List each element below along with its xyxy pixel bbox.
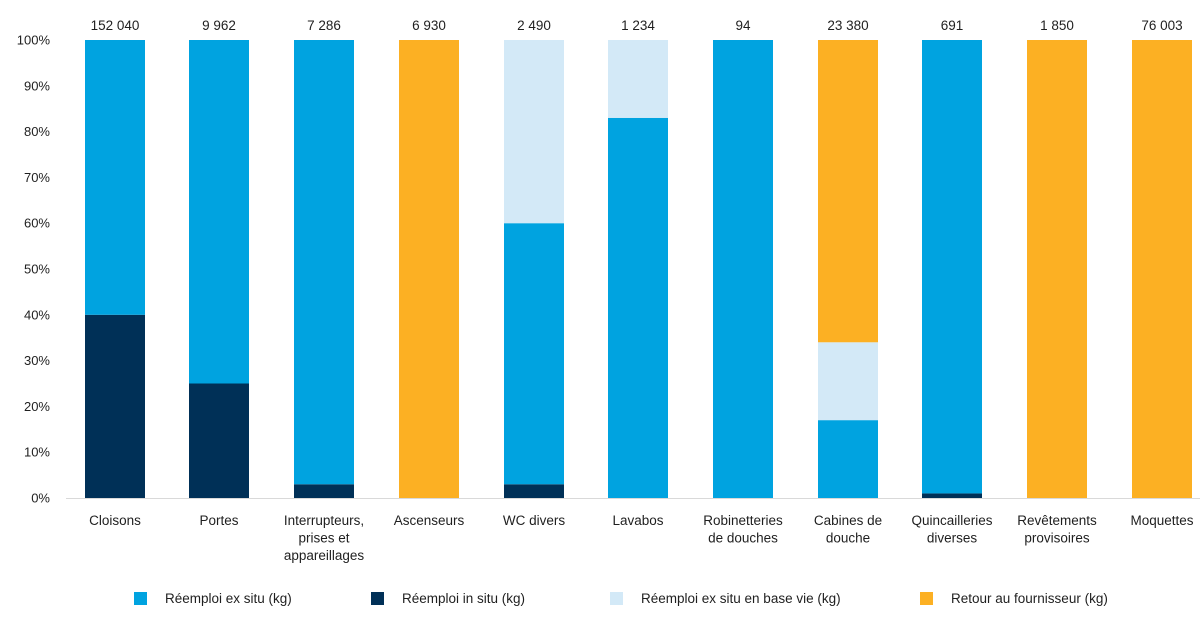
y-tick-label: 40% [24,307,50,322]
y-tick-label: 100% [17,33,51,48]
x-category-label: Moquettes [1130,513,1193,528]
bar-segment [294,40,354,485]
bar-segment [608,40,668,118]
bar-segment [818,342,878,421]
bar-total-label: 6 930 [412,18,446,33]
bar-total-label: 76 003 [1141,18,1182,33]
bar-segment [294,484,354,498]
bar-total-label: 9 962 [202,18,236,33]
x-category-label: Cloisons [89,513,141,528]
legend-swatch [920,592,933,605]
x-category-label: Robinetteries de douches [703,513,783,546]
bars-group [85,40,1192,499]
legend-label: Retour au fournisseur (kg) [951,591,1108,606]
y-tick-label: 0% [31,491,50,506]
bar-total-label: 691 [941,18,964,33]
x-category-label: Revêtements provisoires [1017,513,1097,546]
bar-segment [922,40,982,494]
bar-segment [399,40,459,498]
x-category-label: Portes [199,513,238,528]
legend: Réemploi ex situ (kg) Réemploi in situ (k… [134,591,1108,606]
bar-total-label: 1 234 [621,18,655,33]
bar-segment [922,493,982,498]
bar-segment [818,40,878,343]
category-labels-group: Cloisons Portes Interrupteurs, prises et app… [89,513,1194,563]
legend-swatch [371,592,384,605]
bar-segment [1132,40,1192,498]
bar-segment [504,40,564,224]
bar-segment [189,383,249,498]
y-tick-label: 50% [24,262,50,277]
legend-label: Réemploi in situ (kg) [402,591,525,606]
bar-total-label: 152 040 [91,18,140,33]
y-tick-label: 80% [24,124,50,139]
x-category-label: Interrupteurs, prises et appareillages [284,513,365,563]
bar-segment [818,420,878,498]
y-tick-label: 10% [24,445,50,460]
x-category-label: WC divers [503,513,566,528]
y-tick-label: 70% [24,170,50,185]
bar-total-label: 1 850 [1040,18,1074,33]
legend-swatch [610,592,623,605]
bar-segment [608,117,668,499]
bar-total-label: 23 380 [827,18,868,33]
bar-segment [85,40,145,315]
totals-group: 152 040 9 962 7 286 6 930 2 490 1 234 94 23 380… [91,18,1183,33]
x-category-label: Cabines de douche [814,513,882,546]
legend-label: Réemploi ex situ (kg) [165,591,292,606]
bar-segment [1027,40,1087,498]
bar-segment [713,40,773,498]
axis-group: 0% 10% 20% 30% 40% 50% 60% 70% 80% 90% 100% [17,33,1200,506]
bar-segment [504,223,564,485]
legend-label: Réemploi ex situ en base vie (kg) [641,591,841,606]
legend-swatch [134,592,147,605]
bar-segment [504,484,564,498]
x-category-label: Quincailleries diverses [911,513,992,546]
y-tick-label: 60% [24,216,50,231]
bar-segment [85,314,145,498]
y-tick-label: 30% [24,353,50,368]
bar-total-label: 7 286 [307,18,341,33]
bar-total-label: 94 [735,18,751,33]
bar-segment [189,40,249,384]
y-tick-label: 90% [24,78,50,93]
bar-total-label: 2 490 [517,18,551,33]
x-category-label: Lavabos [612,513,663,528]
x-category-label: Ascenseurs [394,513,465,528]
y-tick-label: 20% [24,399,50,414]
